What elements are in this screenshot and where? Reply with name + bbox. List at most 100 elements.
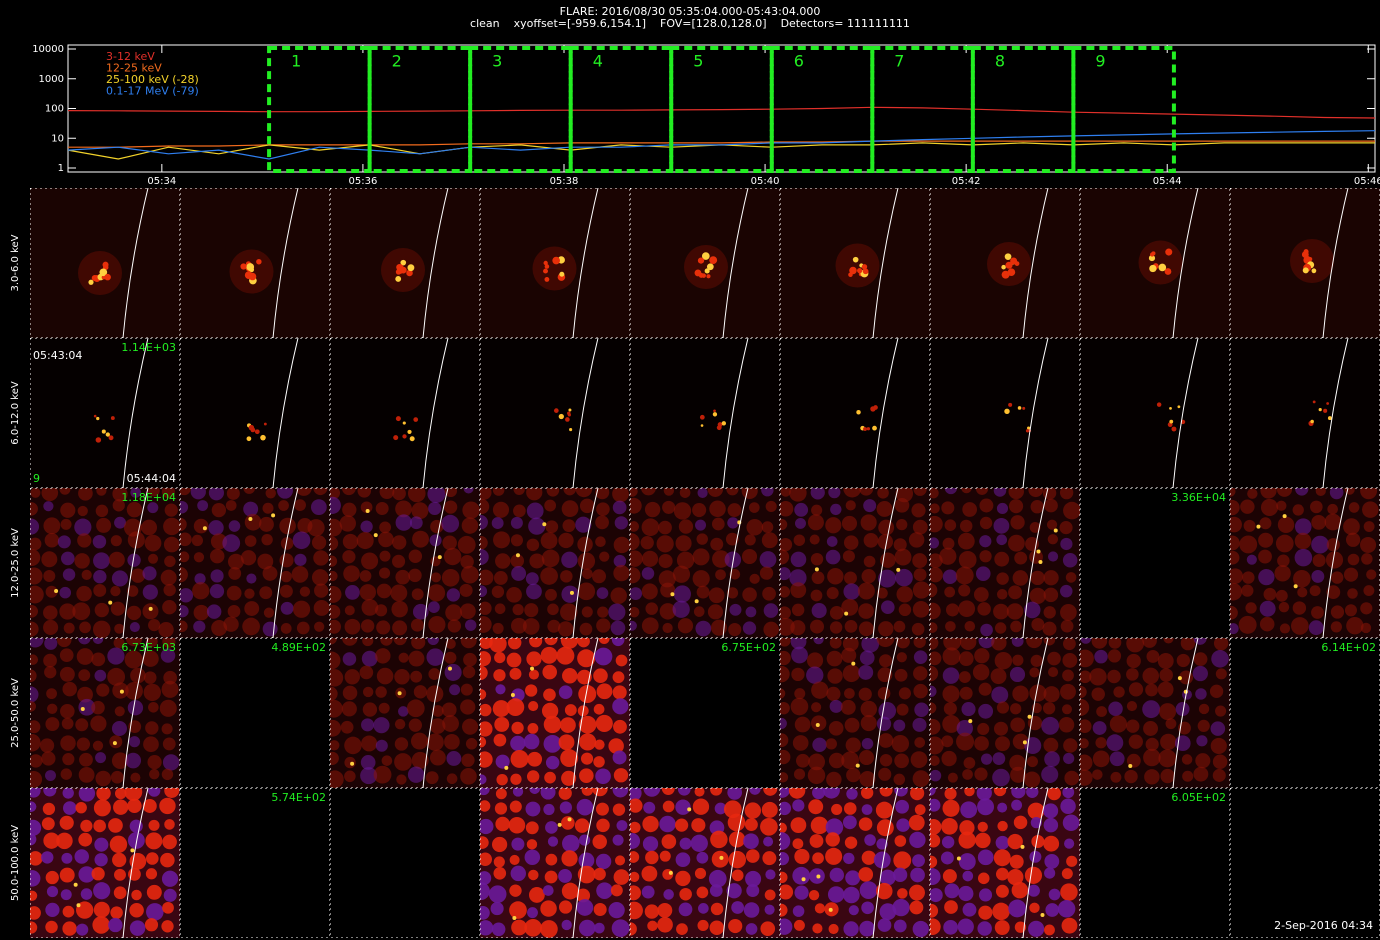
legend-entry: 12-25 keV [106,62,162,75]
fringe [92,916,110,934]
fringe [426,648,445,666]
fringe [748,502,760,513]
limb [1172,638,1199,788]
fringe [362,702,378,717]
blob [407,264,415,272]
fringe [1366,569,1377,580]
blob [1311,268,1317,274]
fringe [1026,638,1043,649]
fringe [1028,488,1044,498]
fringe [480,548,489,565]
fringe [930,685,937,697]
fringe [146,884,162,900]
fringe [263,607,275,618]
fringe [1011,638,1024,647]
fringe [662,500,676,514]
spot [515,553,520,558]
fringe [630,488,638,497]
fringe [398,652,409,663]
fringe [861,737,874,750]
fringe [242,617,260,636]
fringe [763,836,774,847]
fringe [809,619,825,634]
limb [722,338,749,488]
fringe [579,768,594,783]
fringe [1294,532,1312,550]
fringe [526,583,542,600]
fringe [1008,499,1024,514]
panel-start-time: 05:43:04 [33,349,82,362]
fringe [562,834,580,853]
fringe [1094,649,1108,664]
fringe [876,716,892,731]
panel-border [330,788,480,938]
fringe [1292,504,1304,516]
fringe [1360,536,1377,553]
spot [844,611,849,616]
fringe [955,566,974,585]
fringe [93,901,110,918]
fringe [780,788,790,798]
fringe [993,849,1011,867]
panel-bg [1230,338,1380,488]
fringe [913,488,927,496]
fringe [543,688,556,702]
fringe [1092,769,1103,780]
fringe [826,686,841,701]
fringe [510,554,525,568]
fringe [79,621,91,634]
fringe [494,603,506,615]
fringe [1041,716,1060,735]
fringe [895,568,913,587]
fringe [794,716,811,733]
fringe [896,519,908,531]
image-panel [1080,638,1230,788]
blob [402,434,407,439]
blob [1326,402,1330,405]
fringe [330,555,338,567]
fringe [596,683,613,700]
fringe [812,852,824,865]
fringe [1259,616,1275,632]
image-panel [1230,338,1380,488]
fringe [958,584,971,597]
fringe [963,757,976,769]
fringe [427,584,446,602]
fringe [43,653,57,668]
fringe [391,600,408,618]
fringe [1195,688,1207,700]
fringe [974,736,989,751]
fringe [381,755,393,766]
fringe [41,851,54,864]
fringe [593,756,605,768]
fringe [161,920,174,933]
interval-label: 6 [794,52,804,71]
fringe [595,768,611,785]
fringe [912,854,925,868]
fringe [995,736,1011,752]
fringe [742,587,757,602]
blob [246,436,252,442]
fringe [1030,570,1045,586]
fringe [709,500,726,518]
fringe [894,497,910,513]
blob [699,414,705,420]
series-line [67,130,1376,160]
fringe [30,720,41,734]
blob [99,268,108,277]
fringe [47,703,58,714]
fringe [863,499,877,513]
fringe [96,517,112,533]
fringe [142,798,157,813]
fringe [709,920,725,935]
fringe [822,788,840,799]
fringe [794,502,809,517]
limb [1322,188,1349,338]
fringe [612,671,625,684]
fringe [395,514,412,531]
fringe [808,799,824,815]
fringe [812,923,823,934]
fringe [162,638,176,648]
fringe [1113,686,1125,698]
